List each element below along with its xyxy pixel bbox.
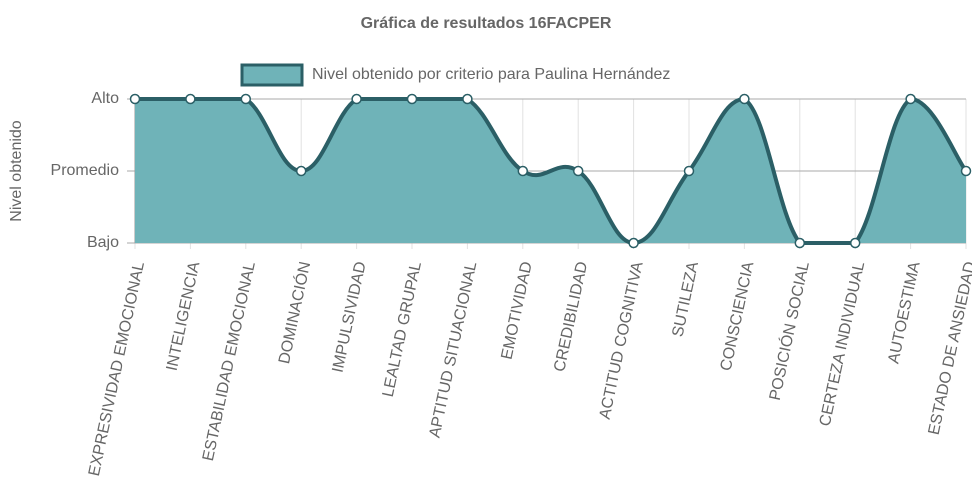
- x-tick-label: ESTABILIDAD EMOCIONAL: [200, 260, 259, 462]
- point: [295, 165, 307, 177]
- point: [406, 93, 418, 105]
- x-tick-label: INTELIGENCIA: [164, 260, 204, 373]
- point: [739, 93, 750, 105]
- x-tick-label: SUTILEZA: [670, 260, 703, 339]
- point: [849, 237, 861, 249]
- x-tick-label: APTITUD SITUACIONAL: [426, 260, 480, 439]
- x-tick-label: DOMINACIÓN: [274, 260, 314, 366]
- x-tick-label: IMPULSIVIDAD: [330, 260, 370, 374]
- x-tick-label: CONSCIENCIA: [718, 260, 758, 373]
- point: [628, 237, 639, 249]
- x-tick-label: CERTEZA INDIVIDUAL: [817, 260, 869, 428]
- x-tick-label: EMOTIVIDAD: [499, 260, 536, 361]
- y-tick-label: Alto: [91, 90, 119, 107]
- point: [683, 165, 695, 177]
- x-tick-label: ACTITUD COGNITIVA: [597, 260, 647, 421]
- point: [462, 93, 473, 105]
- point: [960, 165, 972, 177]
- legend-swatch: [240, 63, 304, 87]
- y-tick-label: Bajo: [87, 234, 119, 251]
- x-tick-label: EXPRESIVIDAD EMOCIONAL: [86, 260, 148, 478]
- x-tick-label: LEALTAD GRUPAL: [380, 260, 425, 398]
- point: [517, 165, 529, 177]
- y-axis-label: Nivel obtenido: [8, 120, 25, 222]
- y-tick-label: Promedio: [51, 162, 120, 179]
- point: [240, 93, 252, 105]
- x-tick-label: AUTOESTIMA: [885, 260, 923, 365]
- point: [129, 93, 141, 105]
- point: [185, 93, 196, 105]
- legend-label: Nivel obtenido por criterio para Paulina…: [312, 66, 670, 83]
- x-tick-label: ESTADO DE ANSIEDAD: [926, 260, 972, 436]
- chart-title: Gráfica de resultados 16FACPER: [361, 15, 612, 32]
- point: [794, 237, 806, 249]
- x-tick-label: CREDIBILIDAD: [551, 260, 591, 373]
- point: [905, 93, 916, 105]
- x-tick-label: POSICIÓN SOCIAL: [765, 260, 813, 402]
- point: [351, 93, 362, 105]
- point: [572, 165, 584, 177]
